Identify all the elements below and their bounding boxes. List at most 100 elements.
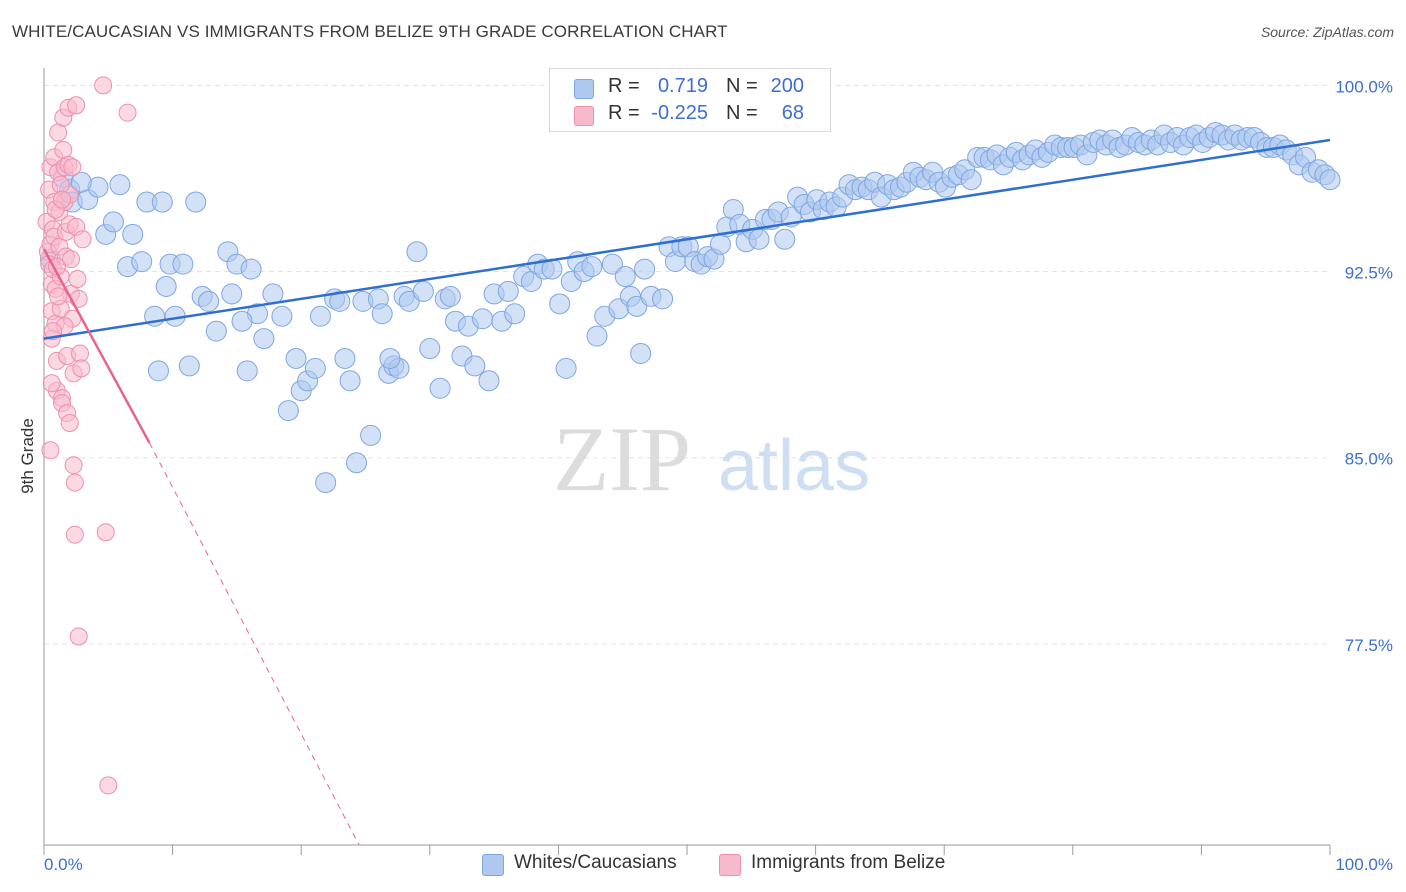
belize-point (62, 250, 81, 269)
white-point (122, 223, 144, 245)
legend-r-value: 0.719 (657, 75, 708, 97)
white-point (406, 241, 428, 263)
white-point (329, 290, 351, 312)
white-point (240, 258, 262, 280)
belize-trend-extension (149, 442, 360, 846)
belize-point (64, 456, 83, 475)
belize-point (42, 374, 61, 393)
belize-point (65, 473, 84, 492)
white-point (630, 342, 652, 364)
y-tick-label: 100.0% (1335, 77, 1393, 96)
white-point (504, 303, 526, 325)
belize-point (69, 627, 88, 646)
white-point (555, 357, 577, 379)
white-point (478, 370, 500, 392)
white-point (419, 338, 441, 360)
white-point (360, 424, 382, 446)
belize-point (96, 523, 115, 542)
x-tick-label: 100.0% (1335, 855, 1393, 874)
white-point (1319, 169, 1341, 191)
white-point (371, 303, 393, 325)
white-point (155, 275, 177, 297)
belize-point (49, 287, 68, 306)
white-point (277, 400, 299, 422)
belize-point (73, 230, 92, 249)
white-point (464, 355, 486, 377)
white-point (70, 171, 92, 193)
white-point (253, 328, 275, 350)
white-point (131, 251, 153, 273)
white-point (345, 452, 367, 474)
white-point (472, 308, 494, 330)
white-point (601, 253, 623, 275)
white-point (439, 285, 461, 307)
white-point (304, 357, 326, 379)
white-point (960, 169, 982, 191)
white-point (652, 288, 674, 310)
legend-n-value: 200 (770, 75, 804, 97)
white-point (109, 174, 131, 196)
belize-point (99, 776, 118, 795)
y-tick-label: 92.5% (1345, 264, 1393, 283)
bottom-legend-swatch-whites (482, 854, 504, 876)
white-point (271, 305, 293, 327)
y-tick-label: 85.0% (1345, 450, 1393, 469)
legend-r-label: R = (608, 75, 640, 97)
white-point (774, 228, 796, 250)
white-point (205, 320, 227, 342)
legend-row-whites: R = 0.719 N = 200 (550, 75, 830, 101)
belize-point (60, 413, 79, 432)
belize-point (72, 359, 91, 378)
white-point (285, 347, 307, 369)
legend-n-label: N = (726, 75, 758, 97)
white-point (315, 472, 337, 494)
belize-point (53, 190, 72, 209)
stats-legend: R = 0.719 N = 200 R = -0.225 N = 68 (549, 68, 831, 132)
white-point (379, 347, 401, 369)
belize-point (118, 103, 137, 122)
bottom-legend-swatch-belize (719, 854, 741, 876)
white-point (497, 280, 519, 302)
watermark-atlas: atlas (718, 426, 870, 506)
white-point (412, 280, 434, 302)
white-point (634, 258, 656, 280)
white-point (185, 191, 207, 213)
chart-title: WHITE/CAUCASIAN VS IMMIGRANTS FROM BELIZ… (12, 22, 728, 41)
legend-swatch-whites (574, 79, 594, 99)
white-point (309, 305, 331, 327)
white-point (339, 370, 361, 392)
belize-point (94, 76, 113, 95)
belize-point (68, 270, 87, 289)
whites-trend-line (43, 138, 1331, 340)
white-point (231, 310, 253, 332)
belize-point (65, 525, 84, 544)
legend-row-belize: R = -0.225 N = 68 (550, 102, 830, 128)
legend-r-label: R = (608, 102, 640, 124)
belize-point (63, 158, 82, 177)
x-tick-label: 0.0% (44, 855, 83, 874)
legend-r-value: -0.225 (651, 102, 708, 124)
white-point (102, 211, 124, 233)
white-point (581, 256, 603, 278)
legend-swatch-belize (574, 106, 594, 126)
source-label: Source: ZipAtlas.com (1260, 24, 1394, 40)
white-point (549, 293, 571, 315)
white-point (236, 360, 258, 382)
white-point (221, 283, 243, 305)
white-point (429, 377, 451, 399)
y-tick-label: 77.5% (1345, 636, 1393, 655)
belize-trend-line (42, 248, 151, 444)
y-axis-title: 9th Grade (18, 418, 37, 494)
white-point (178, 355, 200, 377)
bottom-legend-label-whites: Whites/Caucasians (514, 852, 677, 873)
white-point (151, 191, 173, 213)
white-point (334, 347, 356, 369)
white-point (198, 290, 220, 312)
belize-point (51, 175, 70, 194)
belize-point (41, 441, 60, 460)
legend-n-value: 68 (781, 102, 804, 124)
belize-point (69, 289, 88, 308)
white-point (586, 325, 608, 347)
belize-point (71, 344, 90, 363)
